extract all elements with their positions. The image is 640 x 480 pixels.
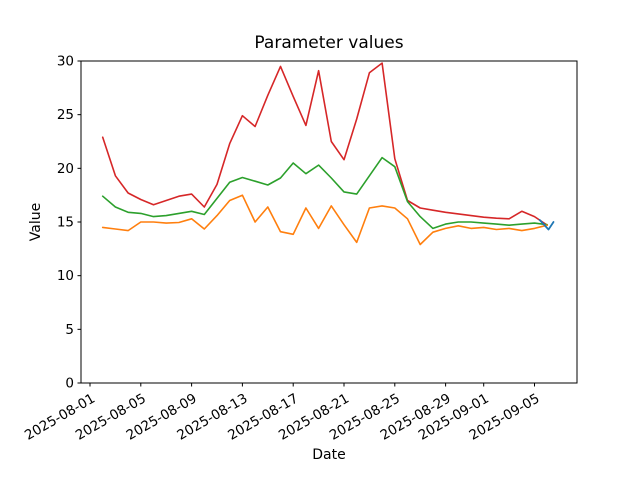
line-red-series [101,62,549,226]
y-axis-label: Value [28,203,44,241]
plot-background [81,61,577,383]
y-tick-label: 10 [57,268,74,284]
line-blue-series [538,218,555,231]
y-tick-label: 20 [57,161,74,177]
y-tick-label: 5 [65,322,74,338]
x-axis-label: Date [312,447,345,463]
y-tick-label: 0 [65,376,74,392]
plot-series [101,62,555,246]
line-orange-series [101,194,549,246]
y-tick-label: 30 [57,54,74,70]
line-green-series [101,156,549,230]
y-tick-label: 15 [57,215,74,231]
y-tick-label: 25 [57,107,74,123]
chart-title: Parameter values [254,33,403,53]
